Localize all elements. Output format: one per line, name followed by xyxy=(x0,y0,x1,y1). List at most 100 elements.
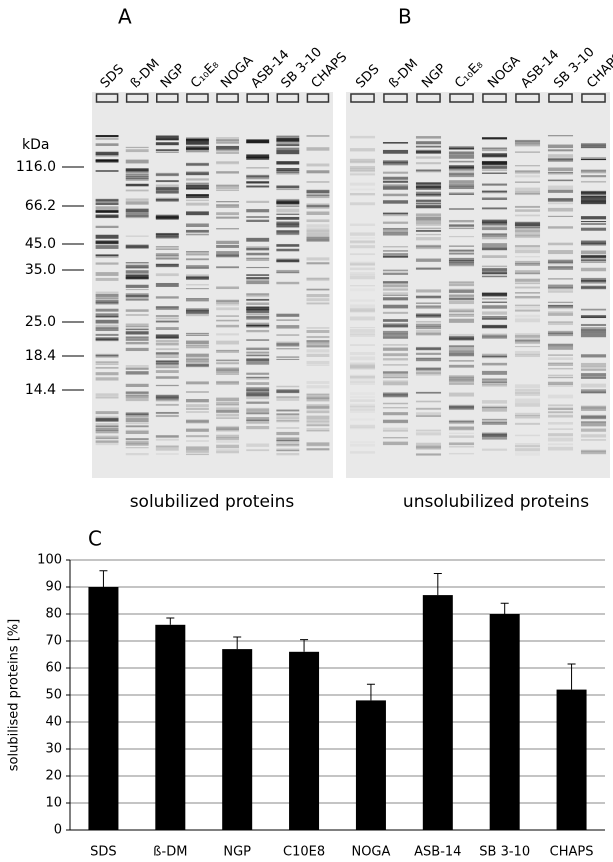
gel-band xyxy=(580,280,607,284)
gel-band xyxy=(382,289,409,291)
gel-band xyxy=(547,159,574,162)
gel-band xyxy=(246,306,270,310)
gel-band xyxy=(481,227,508,231)
gel-band xyxy=(481,243,508,247)
gel-band xyxy=(547,301,574,304)
gel-band xyxy=(276,138,300,142)
gel-band xyxy=(216,380,240,384)
gel-band xyxy=(216,171,240,174)
gel-band xyxy=(415,321,442,323)
y-tick-label: 40 xyxy=(45,715,62,730)
gel-band xyxy=(125,298,149,301)
gel-band xyxy=(125,159,149,164)
bar xyxy=(155,624,186,830)
gel-band xyxy=(382,336,409,339)
gel-band xyxy=(95,355,119,357)
gel-band xyxy=(514,181,541,183)
well xyxy=(95,93,119,103)
well xyxy=(548,93,573,103)
gel-band xyxy=(580,285,607,289)
gel-band xyxy=(246,325,270,328)
lane-label: NGP xyxy=(419,61,449,91)
gel-band xyxy=(155,403,179,406)
gel-band xyxy=(155,327,179,330)
gel-band xyxy=(216,240,240,245)
gel-band xyxy=(276,170,300,172)
gel-band xyxy=(95,337,119,342)
gel-band xyxy=(415,156,442,159)
gel-band xyxy=(382,294,409,296)
gel-band xyxy=(306,442,330,446)
gel-band xyxy=(185,353,209,357)
gel-band xyxy=(448,166,475,171)
gel-band xyxy=(350,188,375,190)
gel-band xyxy=(514,270,541,275)
gel-band xyxy=(448,281,475,283)
gel-band xyxy=(514,250,541,254)
gel-band xyxy=(276,258,300,262)
gel-band xyxy=(306,424,330,426)
gel-band xyxy=(415,326,442,330)
gel-band xyxy=(349,329,376,333)
gel-band xyxy=(382,333,409,336)
gel-band xyxy=(216,185,240,190)
gel-band xyxy=(415,313,442,317)
gel-band xyxy=(481,318,508,320)
gel-band xyxy=(125,413,149,416)
gel-band xyxy=(382,319,409,322)
gel-band xyxy=(185,334,209,336)
gel-band xyxy=(185,446,209,451)
gel-band xyxy=(125,367,149,370)
gel-band xyxy=(580,279,607,282)
gel-band xyxy=(580,405,607,409)
gel-band xyxy=(246,247,270,251)
gel-band xyxy=(155,339,179,341)
gel-band xyxy=(125,267,149,270)
gel-band xyxy=(306,395,330,400)
gel-band xyxy=(382,142,409,144)
gel-band xyxy=(125,365,149,367)
gel-band xyxy=(349,316,376,321)
well xyxy=(246,93,269,103)
gel-band xyxy=(216,139,240,143)
gel-band xyxy=(246,174,270,178)
gel-band xyxy=(185,300,209,302)
gel-band xyxy=(547,321,574,326)
gel-band xyxy=(306,190,330,194)
gel-band xyxy=(382,212,409,215)
gel-band xyxy=(155,306,179,308)
gel-band xyxy=(216,254,240,257)
gel-band xyxy=(448,452,475,455)
gel-band xyxy=(95,300,119,304)
gel-band xyxy=(382,393,409,395)
gel-band xyxy=(415,227,442,230)
gel-band xyxy=(448,336,475,340)
gel-band xyxy=(580,389,607,393)
gel-band xyxy=(216,367,240,371)
gel-band xyxy=(580,256,607,259)
gel-band xyxy=(95,315,119,318)
gel-band xyxy=(185,440,209,442)
gel-band xyxy=(415,352,442,355)
gel-band xyxy=(415,184,442,189)
gel-band xyxy=(155,198,179,202)
gel-band xyxy=(306,395,330,400)
gel-band xyxy=(481,166,508,170)
gel-band xyxy=(95,272,119,276)
gel-band xyxy=(349,223,376,226)
gel-band xyxy=(246,358,270,362)
gel-band xyxy=(415,191,442,195)
gel-band xyxy=(547,407,574,411)
gel-band xyxy=(246,274,270,277)
gel-band xyxy=(481,418,508,420)
gel-band xyxy=(514,304,541,307)
gel-band xyxy=(481,236,508,240)
gel-band xyxy=(382,253,409,258)
gel-band xyxy=(514,263,541,265)
lane-label: SDS xyxy=(353,62,382,91)
gel-band xyxy=(448,315,475,317)
gel-band xyxy=(382,227,409,230)
gel-band xyxy=(580,156,607,161)
gel-band xyxy=(246,237,270,242)
gel-band xyxy=(95,214,119,219)
